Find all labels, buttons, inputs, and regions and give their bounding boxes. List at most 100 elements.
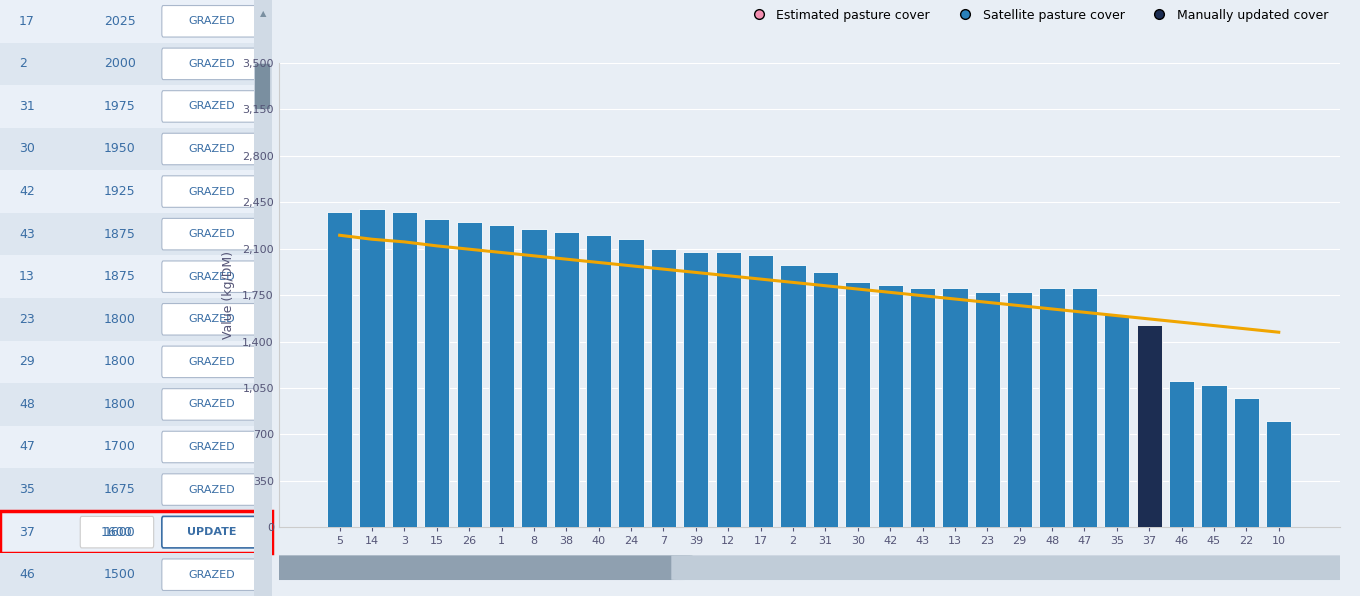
Text: GRAZED: GRAZED [188,144,235,154]
Bar [1170,381,1194,527]
Text: 48: 48 [19,398,35,411]
Bar [1104,315,1129,527]
Bar [0,0,272,42]
Bar [0,256,272,298]
Text: 42: 42 [19,185,35,198]
Bar [554,232,579,527]
Bar [0,42,272,85]
FancyBboxPatch shape [672,555,1350,580]
Text: GRAZED: GRAZED [188,229,235,239]
Bar [1006,291,1032,527]
Bar [0,340,272,383]
Text: 1800: 1800 [103,355,136,368]
Text: 30: 30 [19,142,35,156]
Text: GRAZED: GRAZED [188,314,235,324]
Bar [0,511,272,554]
FancyBboxPatch shape [268,555,692,580]
Text: 43: 43 [19,228,35,241]
Text: UPDATE: UPDATE [186,527,237,537]
Bar [0,128,272,170]
Bar [457,222,481,527]
Text: 46: 46 [19,568,35,581]
Bar [910,288,936,527]
Bar [813,272,838,527]
Text: GRAZED: GRAZED [188,357,235,367]
Text: 2025: 2025 [103,15,136,28]
Legend: Estimated pasture cover, Satellite pasture cover, Manually updated cover: Estimated pasture cover, Satellite pastu… [741,4,1333,27]
FancyBboxPatch shape [162,176,261,207]
Text: 23: 23 [19,313,35,326]
Bar [715,252,741,527]
Y-axis label: Value (kg/DM): Value (kg/DM) [222,251,235,339]
Text: GRAZED: GRAZED [188,485,235,495]
Bar [1266,421,1292,527]
Bar [326,212,352,527]
Text: 31: 31 [19,100,35,113]
Text: GRAZED: GRAZED [188,442,235,452]
Bar [254,0,272,596]
Bar [683,252,709,527]
FancyBboxPatch shape [162,389,261,420]
Bar [490,225,514,527]
Bar [781,265,805,527]
FancyBboxPatch shape [162,346,261,378]
Text: 13: 13 [19,270,35,283]
Text: GRAZED: GRAZED [188,16,235,26]
Text: GRAZED: GRAZED [188,272,235,282]
Text: 1950: 1950 [103,142,136,156]
Bar [1137,325,1161,527]
Bar [0,170,272,213]
Text: 1975: 1975 [103,100,136,113]
Bar [586,235,612,527]
FancyBboxPatch shape [162,432,261,462]
Bar [942,288,967,527]
Bar [1039,288,1065,527]
Text: 1800: 1800 [103,313,136,326]
Bar [0,468,272,511]
Bar [748,255,774,527]
Text: 1800: 1800 [103,398,136,411]
Text: 29: 29 [19,355,35,368]
Text: GRAZED: GRAZED [188,570,235,580]
FancyBboxPatch shape [162,303,261,335]
Text: GRAZED: GRAZED [188,101,235,111]
Text: 2: 2 [19,57,27,70]
Bar [845,282,870,527]
FancyBboxPatch shape [162,5,261,37]
Bar [0,511,272,554]
Bar [975,291,1000,527]
Bar [392,212,418,527]
FancyBboxPatch shape [162,559,261,591]
Bar [651,249,676,527]
Text: GRAZED: GRAZED [188,187,235,197]
Text: 1600: 1600 [101,526,133,539]
FancyBboxPatch shape [162,474,261,505]
Text: 47: 47 [19,440,35,454]
Text: 35: 35 [19,483,35,496]
Text: 1925: 1925 [103,185,136,198]
Text: GRAZED: GRAZED [188,399,235,409]
Bar [877,285,903,527]
FancyBboxPatch shape [162,48,261,80]
FancyBboxPatch shape [162,261,261,293]
Bar [0,383,272,426]
FancyBboxPatch shape [254,64,271,109]
Text: 1600: 1600 [103,526,136,539]
Text: ▲: ▲ [260,9,267,18]
Text: 17: 17 [19,15,35,28]
FancyBboxPatch shape [162,516,261,548]
Bar [0,298,272,340]
Text: GRAZED: GRAZED [188,59,235,69]
Bar [0,426,272,468]
FancyBboxPatch shape [162,134,261,164]
FancyBboxPatch shape [162,91,261,122]
Text: 1500: 1500 [103,568,136,581]
FancyBboxPatch shape [80,516,154,548]
Text: 1675: 1675 [103,483,136,496]
Text: 1875: 1875 [103,270,136,283]
Bar [1234,398,1259,527]
Text: 1875: 1875 [103,228,136,241]
Bar [424,219,449,527]
Bar [359,209,385,527]
Bar [0,85,272,128]
